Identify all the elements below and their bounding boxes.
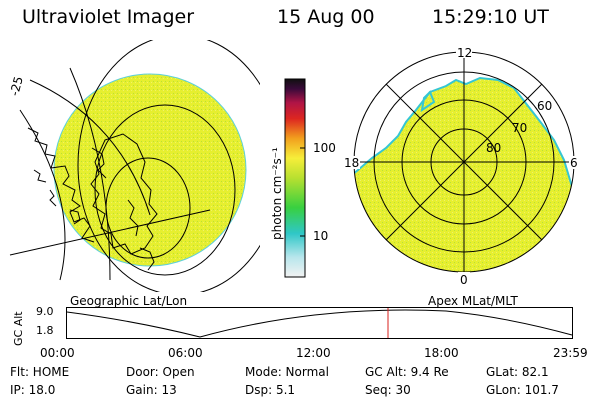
status-seq: Seq: 30 bbox=[365, 383, 411, 397]
status-gain: Gain: 13 bbox=[126, 383, 177, 397]
status-dsp: Dsp: 5.1 bbox=[245, 383, 296, 397]
timeline-ybottom: 1.8 bbox=[36, 324, 54, 337]
mlt-label-0: 0 bbox=[460, 273, 468, 287]
mlat-label-70: 70 bbox=[512, 121, 527, 135]
mlt-label-18: 18 bbox=[344, 156, 359, 170]
apex-polar-image: 12 18 6 0 60 70 80 bbox=[342, 46, 579, 287]
apex-caption: Apex MLat/MLT bbox=[428, 294, 518, 308]
mlt-label-12: 12 bbox=[457, 46, 472, 60]
status-door: Door: Open bbox=[126, 365, 195, 379]
colorbar-unit-label: photon cm⁻²s⁻¹ bbox=[270, 147, 284, 240]
mlt-label-6: 6 bbox=[570, 156, 578, 170]
timeline-ytop: 9.0 bbox=[36, 305, 54, 318]
polar-grid bbox=[353, 51, 575, 273]
colorbar-tick-100: 100 bbox=[313, 141, 336, 155]
geographic-image: -25 bbox=[7, 40, 260, 292]
timeline-tick-1200: 12:00 bbox=[296, 346, 331, 360]
latitude-label: -25 bbox=[7, 75, 26, 98]
coastline bbox=[27, 127, 158, 271]
status-mode: Mode: Normal bbox=[245, 365, 329, 379]
timeline-tick-2359: 23:59 bbox=[553, 346, 588, 360]
status-glat: GLat: 82.1 bbox=[486, 365, 549, 379]
timeline-ylabel: GC Alt bbox=[12, 311, 25, 346]
timeline-tick-1800: 18:00 bbox=[424, 346, 459, 360]
mlat-label-80: 80 bbox=[486, 141, 501, 155]
time-label: 15:29:10 UT bbox=[432, 6, 549, 28]
status-ip: IP: 18.0 bbox=[10, 383, 56, 397]
timeline-tick-0000: 00:00 bbox=[40, 346, 75, 360]
timeline-tick-0600: 06:00 bbox=[168, 346, 203, 360]
lat-lon-grid bbox=[9, 40, 260, 292]
globe-fill bbox=[54, 74, 246, 266]
mlat-label-60: 60 bbox=[537, 99, 552, 113]
app-title: Ultraviolet Imager bbox=[22, 6, 195, 28]
status-flt: Flt: HOME bbox=[10, 365, 70, 379]
date-label: 15 Aug 00 bbox=[277, 6, 375, 28]
colorbar bbox=[284, 78, 306, 278]
auroral-fill bbox=[354, 76, 574, 272]
altitude-timeline bbox=[66, 307, 573, 339]
status-glon: GLon: 101.7 bbox=[486, 383, 559, 397]
geographic-caption: Geographic Lat/Lon bbox=[70, 294, 188, 308]
colorbar-tick-10: 10 bbox=[313, 229, 329, 243]
status-gc-alt: GC Alt: 9.4 Re bbox=[365, 365, 449, 379]
